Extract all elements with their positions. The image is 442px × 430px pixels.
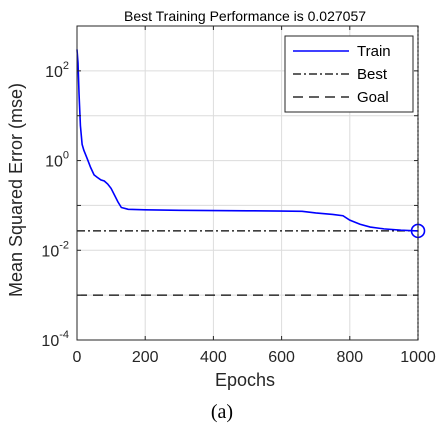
y-tick-base: 10 <box>45 64 63 81</box>
x-axis-label: Epochs <box>215 370 275 390</box>
y-axis-label: Mean Squared Error (mse) <box>6 83 26 297</box>
y-tick-label: 10-2 <box>41 239 69 260</box>
legend-label-goal: Goal <box>357 89 389 106</box>
y-tick-base: 10 <box>41 243 59 260</box>
legend-label-best: Best <box>357 66 388 83</box>
y-tick-label: 100 <box>45 150 69 171</box>
axes-layer <box>76 25 419 341</box>
legend: Train Best Goal <box>284 35 414 113</box>
x-tick-label: 1000 <box>400 349 436 366</box>
y-tick-base: 10 <box>45 154 63 171</box>
x-tick-label: 800 <box>336 349 363 366</box>
x-tick-label: 200 <box>132 349 159 366</box>
y-tick-base: 10 <box>41 333 59 350</box>
series-line-train <box>76 49 419 232</box>
x-tick-label: 600 <box>268 349 295 366</box>
legend-label-train: Train <box>357 43 391 60</box>
y-tick-label: 102 <box>45 60 69 81</box>
y-tick-label: 10-4 <box>41 329 69 350</box>
chart-title: Best Training Performance is 0.027057 <box>124 8 366 24</box>
axes-box <box>76 25 419 341</box>
x-tick-label: 400 <box>200 349 227 366</box>
y-tick-exponent: 0 <box>63 150 69 162</box>
y-tick-exponent: -4 <box>59 329 69 341</box>
figure-caption: (a) <box>211 401 233 423</box>
x-tick-label: 0 <box>73 349 82 366</box>
y-tick-exponent: 2 <box>63 60 69 72</box>
y-tick-exponent: -2 <box>59 239 69 251</box>
